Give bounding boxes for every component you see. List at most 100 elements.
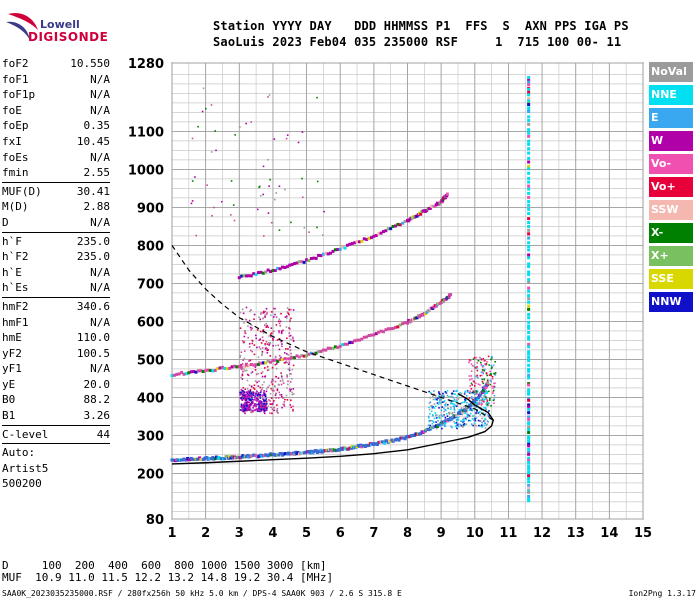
spread-echo-point (257, 356, 260, 359)
trace-echo-point (440, 423, 444, 427)
param-value: 100.5 (76, 346, 110, 360)
spread-echo-point (431, 422, 434, 425)
spread-echo-point (456, 400, 458, 403)
trace-echo-point (527, 403, 531, 407)
trace-echo-point (527, 134, 531, 138)
spread-echo-point (267, 368, 270, 371)
trace-echo-point (527, 176, 531, 180)
spread-echo-point (297, 141, 300, 144)
spread-echo-point (443, 414, 445, 417)
spread-echo-point (437, 403, 440, 406)
spread-echo-point (245, 122, 247, 125)
trace-echo-point (527, 83, 531, 87)
spread-echo-point (255, 334, 257, 337)
spread-echo-point (243, 335, 246, 338)
y-tick-label: 1100 (128, 125, 164, 140)
spread-echo-point (274, 344, 277, 347)
spread-echo-point (195, 234, 198, 237)
spread-echo-point (265, 406, 267, 409)
spread-echo-point (487, 404, 490, 406)
spread-echo-point (241, 374, 244, 377)
spread-echo-point (475, 390, 477, 392)
spread-echo-point (264, 347, 267, 350)
spread-echo-point (262, 193, 264, 196)
spread-echo-point (247, 374, 250, 377)
footer-version: Ion2Png 1.3.17 (628, 589, 696, 598)
trace-echo-point (367, 236, 371, 240)
spread-echo-point (250, 309, 252, 311)
param-row: foF1p N/A (2, 87, 110, 103)
trace-echo-point (257, 362, 261, 366)
spread-echo-point (261, 336, 264, 339)
spread-echo-point (275, 392, 277, 395)
trace-echo-point (396, 222, 400, 226)
spread-echo-point (259, 397, 262, 399)
trace-echo-point (288, 263, 292, 267)
trace-echo-point (527, 436, 531, 440)
spread-echo-point (491, 385, 493, 388)
spread-echo-point (268, 185, 270, 187)
legend-item: W (649, 131, 693, 151)
spread-echo-point (292, 410, 294, 412)
spread-echo-point (261, 395, 264, 397)
spread-echo-point (273, 198, 276, 201)
trace-echo-point (273, 358, 277, 362)
trace-echo-point (527, 444, 531, 448)
spread-echo-point (245, 393, 247, 396)
spread-echo-point (433, 417, 436, 420)
spread-echo-point (456, 418, 459, 420)
spread-echo-point (488, 415, 490, 417)
spread-echo-point (259, 338, 262, 340)
trace-echo-point (343, 342, 347, 346)
trace-echo-point (527, 411, 531, 415)
spread-echo-point (265, 322, 268, 325)
trace-echo-point (527, 367, 531, 371)
trace-echo-point (180, 370, 184, 374)
spread-echo-point (494, 360, 496, 363)
spread-echo-point (457, 398, 460, 400)
legend-item: Vo+ (649, 177, 693, 197)
spread-echo-point (257, 409, 260, 412)
spread-echo-point (440, 409, 443, 412)
trace-echo-point (527, 359, 531, 363)
spread-echo-point (288, 313, 290, 316)
spread-echo-point (475, 403, 478, 406)
spread-echo-point (290, 317, 292, 320)
spread-echo-point (288, 361, 291, 364)
spread-echo-point (470, 370, 473, 373)
spread-echo-point (260, 406, 262, 409)
trace-echo-point (527, 167, 531, 171)
trace-echo-point (379, 231, 383, 235)
trace-echo-point (348, 341, 352, 345)
spread-echo-point (285, 348, 287, 350)
spread-echo-point (481, 409, 483, 412)
spread-echo-point (485, 363, 487, 366)
trace-echo-point (381, 230, 385, 234)
trace-echo-point (527, 467, 531, 471)
param-row: yF2 100.5 (2, 346, 110, 362)
spread-echo-point (242, 359, 245, 361)
spread-echo-point (483, 391, 486, 394)
spread-echo-point (483, 359, 486, 362)
trace-echo-point (527, 262, 531, 266)
spread-echo-point (462, 426, 464, 428)
trace-echo-point (264, 361, 268, 365)
spread-echo-point (454, 425, 457, 427)
spread-echo-point (286, 307, 289, 309)
spread-echo-point (482, 372, 485, 375)
spread-echo-point (244, 365, 247, 367)
trace-echo-point (527, 352, 531, 356)
param-key: foE (2, 103, 22, 117)
spread-echo-point (457, 423, 460, 425)
trace-echo-point (259, 270, 263, 274)
spread-echo-point (262, 394, 265, 397)
spread-echo-point (440, 420, 442, 423)
spread-echo-point (262, 165, 265, 168)
trace-echo-point (254, 363, 258, 367)
param-row: foF1 N/A (2, 72, 110, 88)
spread-echo-point (323, 210, 325, 213)
param-value: 10.45 (76, 134, 110, 148)
y-tick-label: 400 (137, 391, 164, 406)
trace-echo-point (355, 338, 359, 342)
spread-echo-point (493, 398, 496, 400)
